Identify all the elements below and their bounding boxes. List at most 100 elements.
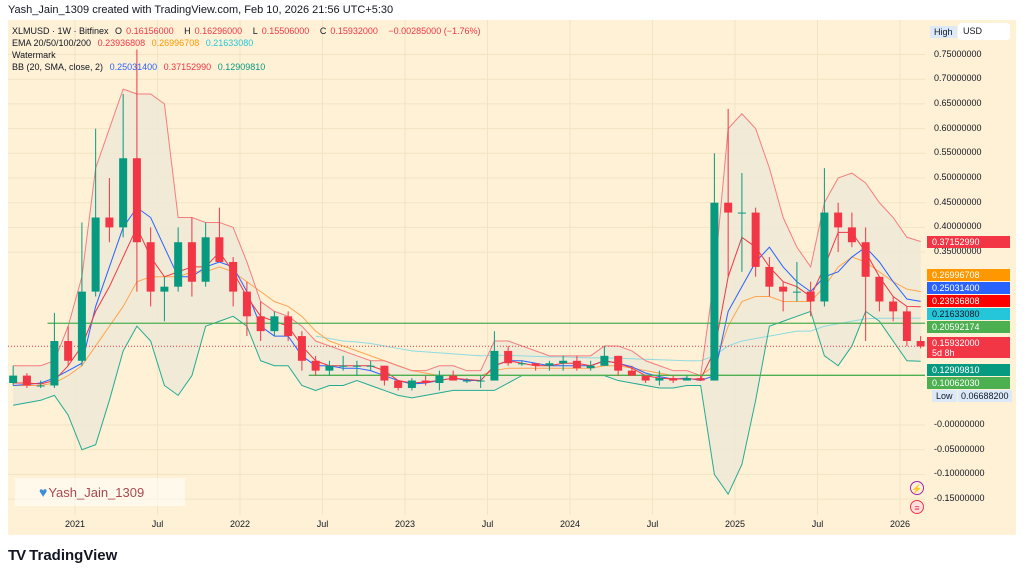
candle-body bbox=[132, 158, 141, 243]
candle-body bbox=[421, 380, 430, 384]
candle-body bbox=[820, 212, 829, 302]
ema-legend[interactable]: EMA 20/50/100/200 0.23936808 0.26996708 … bbox=[12, 38, 257, 48]
price-tag-value: 0.20592174 bbox=[932, 322, 980, 332]
bb-label[interactable]: BB (20, SMA, close, 2) bbox=[12, 62, 104, 72]
candle-body bbox=[270, 316, 279, 332]
candle-body bbox=[861, 242, 870, 277]
candle-body bbox=[779, 286, 788, 292]
tradingview-logo-mark: TV bbox=[8, 547, 26, 564]
price-tick-label: -0.00000000 bbox=[934, 419, 985, 429]
tradingview-logo[interactable]: TV TradingView bbox=[8, 547, 117, 564]
candle-body bbox=[531, 363, 540, 366]
candle-body bbox=[902, 311, 911, 342]
candle-body bbox=[724, 202, 733, 213]
candle-body bbox=[737, 212, 746, 214]
price-tag: 0.20592174 bbox=[927, 321, 1010, 333]
candle-body bbox=[119, 158, 128, 228]
candle-body bbox=[407, 380, 416, 388]
candle-body bbox=[435, 375, 444, 384]
candle-body bbox=[682, 378, 691, 381]
candle-body bbox=[201, 237, 210, 282]
candle-body bbox=[600, 355, 609, 366]
price-tick-label: 0.40000000 bbox=[934, 221, 982, 232]
attribution-text: Yash_Jain_1309 created with TradingView.… bbox=[8, 4, 394, 16]
currency-selector[interactable]: USD bbox=[958, 23, 1010, 40]
candle-body bbox=[847, 227, 856, 243]
candle-body bbox=[50, 341, 59, 386]
time-tick-label: 2022 bbox=[229, 519, 251, 529]
candle-body bbox=[627, 370, 636, 376]
price-tick-label: 0.45000000 bbox=[934, 196, 982, 207]
open-value: 0.16156000 bbox=[126, 26, 174, 36]
candle-body bbox=[586, 365, 595, 369]
price-tick-label: 0.35000000 bbox=[934, 246, 982, 257]
candle-body bbox=[504, 350, 513, 364]
time-tick-label: Jul bbox=[481, 519, 494, 529]
candle-body bbox=[311, 360, 320, 371]
low-value: 0.15506000 bbox=[261, 26, 310, 36]
candle-body bbox=[36, 385, 45, 387]
candle-body bbox=[490, 350, 499, 381]
price-tick-label: 0.50000000 bbox=[934, 172, 982, 182]
watermark-legend[interactable]: Watermark bbox=[12, 50, 60, 60]
candle-body bbox=[352, 365, 361, 367]
lightning-icon[interactable]: ⚡ bbox=[910, 481, 924, 495]
candle-body bbox=[256, 316, 265, 332]
price-tick-label: -0.10000000 bbox=[934, 468, 985, 479]
close-label: C bbox=[319, 26, 327, 36]
candle-body bbox=[916, 341, 925, 347]
high-label: H bbox=[184, 26, 191, 36]
price-tag-value: 0.25031400 bbox=[932, 283, 980, 293]
ema20-value: 0.23936808 bbox=[97, 38, 146, 48]
watermark-label[interactable]: Watermark bbox=[12, 50, 56, 60]
candle-body bbox=[9, 375, 18, 384]
price-tag: 0.15932000 5d 8h bbox=[927, 337, 1010, 358]
candle-body bbox=[614, 355, 623, 371]
watermark-text: Yash_Jain_1309 bbox=[48, 484, 145, 500]
time-tick-label: Jul bbox=[316, 519, 329, 529]
us-flag-icon[interactable]: ≡ bbox=[910, 500, 924, 514]
price-tag: 0.25031400 bbox=[927, 282, 1010, 294]
candle-body bbox=[834, 212, 843, 228]
candle-body bbox=[751, 212, 760, 267]
watermark: ♥ Yash_Jain_1309 bbox=[15, 478, 185, 506]
price-tick-label: -0.15000000 bbox=[934, 493, 985, 504]
bb-legend[interactable]: BB (20, SMA, close, 2) 0.25031400 0.3715… bbox=[12, 62, 269, 72]
candle-body bbox=[325, 365, 334, 371]
candle-body bbox=[366, 365, 375, 367]
candle-body bbox=[765, 266, 774, 287]
candle-body bbox=[91, 217, 100, 292]
price-tick-label: 0.60000000 bbox=[934, 122, 982, 133]
candle-body bbox=[696, 378, 705, 381]
bb-upper-line bbox=[13, 88, 921, 377]
bar-countdown: 5d 8h bbox=[932, 348, 955, 358]
price-tag-value: 0.21633080 bbox=[932, 309, 980, 319]
candle-body bbox=[394, 380, 403, 388]
symbol-name[interactable]: XLMUSD · 1W · Bitfinex bbox=[12, 26, 109, 36]
bb-basis-value: 0.25031400 bbox=[109, 62, 158, 72]
open-label: O bbox=[115, 26, 123, 36]
bb-upper-value: 0.37152990 bbox=[163, 62, 212, 72]
high-badge: High bbox=[930, 26, 957, 38]
candle-body bbox=[517, 363, 526, 365]
candle-body bbox=[792, 291, 801, 293]
candle-body bbox=[572, 360, 581, 369]
ema-label[interactable]: EMA 20/50/100/200 bbox=[12, 38, 92, 48]
candle-body bbox=[889, 301, 898, 312]
candle-body bbox=[297, 336, 306, 361]
time-tick-label: 2021 bbox=[64, 519, 86, 529]
price-tag-value: 0.26996708 bbox=[932, 270, 980, 280]
symbol-legend[interactable]: XLMUSD · 1W · Bitfinex O 0.16156000 H 0.16… bbox=[12, 26, 484, 36]
price-tag-value: 0.23936808 bbox=[932, 296, 980, 306]
candle-body bbox=[545, 363, 554, 366]
price-tag: 0.12909810 bbox=[927, 364, 1010, 376]
price-tag: 0.21633080 bbox=[927, 308, 1010, 320]
candle-body bbox=[339, 365, 348, 367]
ema50-value: 0.26996708 bbox=[151, 38, 200, 48]
candle-body bbox=[875, 276, 884, 302]
time-tick-label: 2024 bbox=[559, 519, 581, 529]
candle-body bbox=[449, 375, 458, 381]
low-badge: Low bbox=[932, 390, 957, 402]
candle-body bbox=[641, 375, 650, 381]
